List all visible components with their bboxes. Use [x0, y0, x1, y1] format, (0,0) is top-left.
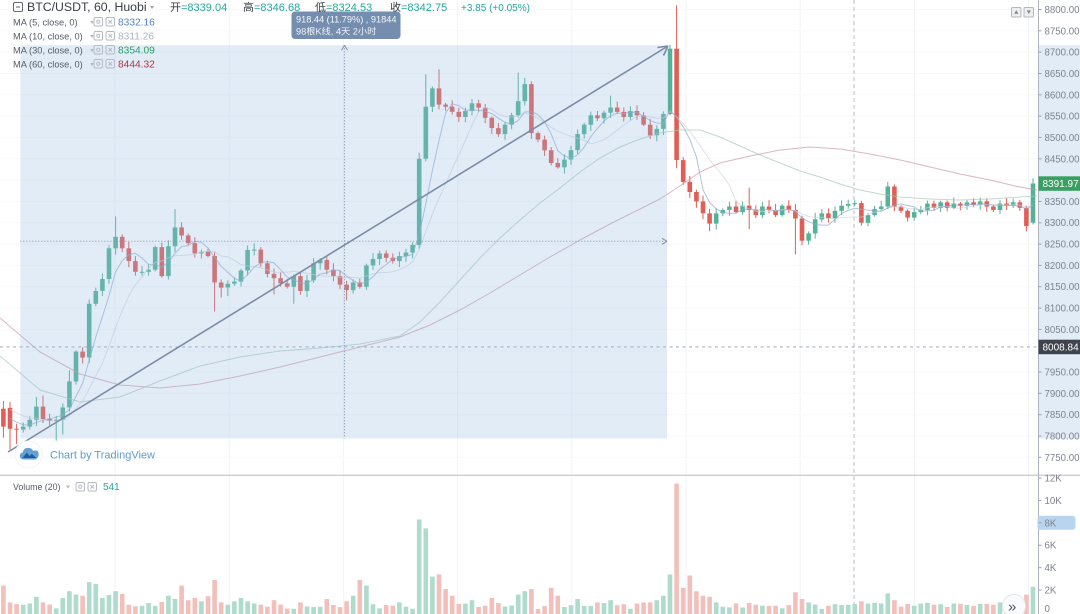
svg-text:7800.00: 7800.00 — [1045, 432, 1080, 443]
svg-text:541: 541 — [103, 482, 120, 493]
svg-text:8354.09: 8354.09 — [118, 46, 155, 57]
svg-text:7750.00: 7750.00 — [1045, 453, 1080, 464]
svg-text:BTC/USDT, 60, Huobi: BTC/USDT, 60, Huobi — [27, 0, 147, 14]
svg-text:8050.00: 8050.00 — [1045, 325, 1080, 336]
svg-text:8750.00: 8750.00 — [1045, 26, 1080, 37]
svg-text:8450.00: 8450.00 — [1045, 154, 1080, 165]
svg-text:8800.00: 8800.00 — [1045, 5, 1080, 16]
svg-text:8100.00: 8100.00 — [1045, 304, 1080, 315]
svg-text:8K: 8K — [1045, 518, 1057, 529]
svg-text:7950.00: 7950.00 — [1045, 368, 1080, 379]
svg-text:8444.32: 8444.32 — [118, 60, 155, 71]
svg-text:8650.00: 8650.00 — [1045, 69, 1080, 80]
svg-text:Volume (20): Volume (20) — [13, 482, 60, 492]
svg-text:»: » — [1008, 599, 1016, 614]
svg-text:=8346.68: =8346.68 — [254, 2, 300, 14]
svg-text:MA (5, close, 0): MA (5, close, 0) — [13, 18, 78, 28]
svg-text:7850.00: 7850.00 — [1045, 410, 1080, 421]
svg-text:8550.00: 8550.00 — [1045, 112, 1080, 123]
svg-text:=8342.75: =8342.75 — [401, 2, 447, 14]
svg-text:8250.00: 8250.00 — [1045, 240, 1080, 251]
svg-text:8300.00: 8300.00 — [1045, 218, 1080, 229]
svg-text:12K: 12K — [1045, 474, 1063, 485]
svg-text:8008.84: 8008.84 — [1043, 343, 1080, 354]
svg-text:918.44 (11.79%) , 91844: 918.44 (11.79%) , 91844 — [296, 15, 396, 25]
svg-text:MA (30, close, 0): MA (30, close, 0) — [13, 46, 83, 56]
svg-text:8200.00: 8200.00 — [1045, 261, 1080, 272]
svg-text:=8339.04: =8339.04 — [181, 2, 227, 14]
svg-text:Chart by TradingView: Chart by TradingView — [50, 450, 155, 462]
svg-text:8350.00: 8350.00 — [1045, 197, 1080, 208]
svg-text:+3.85 (+0.05%): +3.85 (+0.05%) — [461, 3, 530, 14]
svg-text:0: 0 — [1045, 604, 1051, 614]
svg-text:MA (10, close, 0): MA (10, close, 0) — [13, 32, 83, 42]
svg-text:8500.00: 8500.00 — [1045, 133, 1080, 144]
svg-text:7900.00: 7900.00 — [1045, 389, 1080, 400]
svg-text:8600.00: 8600.00 — [1045, 90, 1080, 101]
svg-text:2K: 2K — [1045, 586, 1057, 597]
svg-text:8700.00: 8700.00 — [1045, 48, 1080, 59]
svg-text:=8324.53: =8324.53 — [326, 2, 372, 14]
svg-text:4K: 4K — [1045, 563, 1057, 574]
svg-text:MA (60, close, 0): MA (60, close, 0) — [13, 60, 83, 70]
svg-text:8150.00: 8150.00 — [1045, 282, 1080, 293]
svg-text:8332.16: 8332.16 — [118, 18, 155, 29]
svg-text:10K: 10K — [1045, 496, 1063, 507]
svg-text:8391.97: 8391.97 — [1043, 179, 1080, 190]
svg-text:8311.26: 8311.26 — [118, 32, 154, 43]
svg-text:6K: 6K — [1045, 541, 1057, 552]
